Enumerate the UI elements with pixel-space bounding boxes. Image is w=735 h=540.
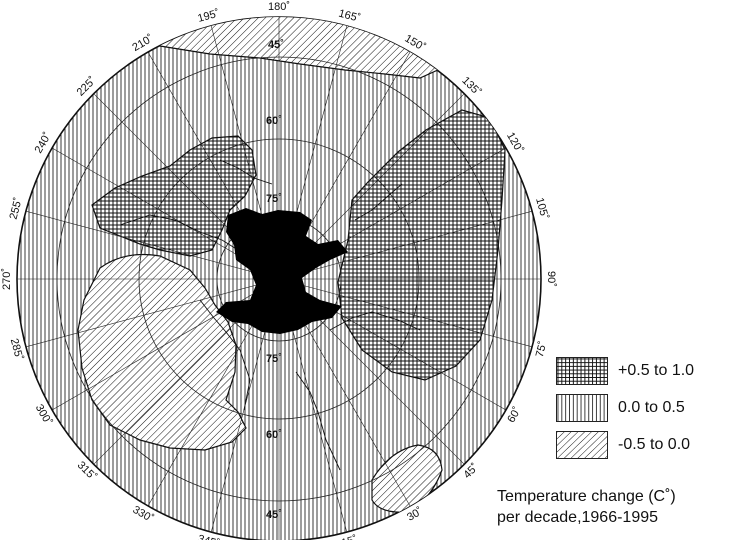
lat-label-60-bottom: 60˚ xyxy=(266,429,282,441)
legend-item-negative: -0.5 to 0.0 xyxy=(556,430,734,460)
longitude-label: 60˚ xyxy=(505,405,523,425)
longitude-label: 30˚ xyxy=(405,505,425,523)
legend-item-low-positive: 0.0 to 0.5 xyxy=(556,393,734,423)
region-positive-northwest xyxy=(91,135,257,257)
map-caption: Temperature change (C˚) per decade,1966-… xyxy=(497,486,733,528)
diagonal-lines-swatch xyxy=(556,431,608,459)
longitude-label: 90˚ xyxy=(545,271,557,287)
longitude-label: 165˚ xyxy=(337,8,361,25)
lat-label-60-top: 60˚ xyxy=(266,115,282,127)
longitude-label: 105˚ xyxy=(533,196,550,220)
longitude-label: 270˚ xyxy=(1,268,13,290)
longitude-label: 345˚ xyxy=(196,533,220,540)
region-negative-south-east xyxy=(371,444,443,513)
longitude-label: 180˚ xyxy=(268,1,290,13)
legend-item-positive: +0.5 to 1.0 xyxy=(556,356,734,386)
legend: +0.5 to 1.0 0.0 to 0.5 -0.5 to 0.0 xyxy=(556,356,734,467)
longitude-label: 285˚ xyxy=(8,337,25,361)
lat-label-45-top: 45˚ xyxy=(268,39,284,51)
longitude-label: 195˚ xyxy=(196,8,220,25)
coastlines xyxy=(119,159,421,471)
region-positive-siberia xyxy=(337,109,506,381)
longitude-label: 15˚ xyxy=(340,534,358,540)
longitude-label: 75˚ xyxy=(534,340,550,358)
legend-label: +0.5 to 1.0 xyxy=(618,362,695,379)
region-negative-north-america xyxy=(77,253,247,451)
vertical-lines-swatch xyxy=(556,394,608,422)
caption-line-2: per decade,1966-1995 xyxy=(497,509,659,526)
lat-label-45-bottom: 45˚ xyxy=(266,509,282,521)
lat-label-75-bottom: 75˚ xyxy=(266,353,282,365)
lat-label-75-top: 75˚ xyxy=(266,193,282,205)
longitude-label: 255˚ xyxy=(8,196,25,220)
crosshatch-swatch xyxy=(556,357,608,385)
sea-ice-region xyxy=(216,208,348,334)
legend-label: -0.5 to 0.0 xyxy=(618,436,691,453)
caption-line-1: Temperature change (C˚) xyxy=(497,488,676,505)
legend-label: 0.0 to 0.5 xyxy=(618,399,685,416)
polar-temperature-map: 45˚ 60˚ 75˚ 75˚ 60˚ 45˚ 180˚165˚150˚135˚… xyxy=(1,1,557,540)
